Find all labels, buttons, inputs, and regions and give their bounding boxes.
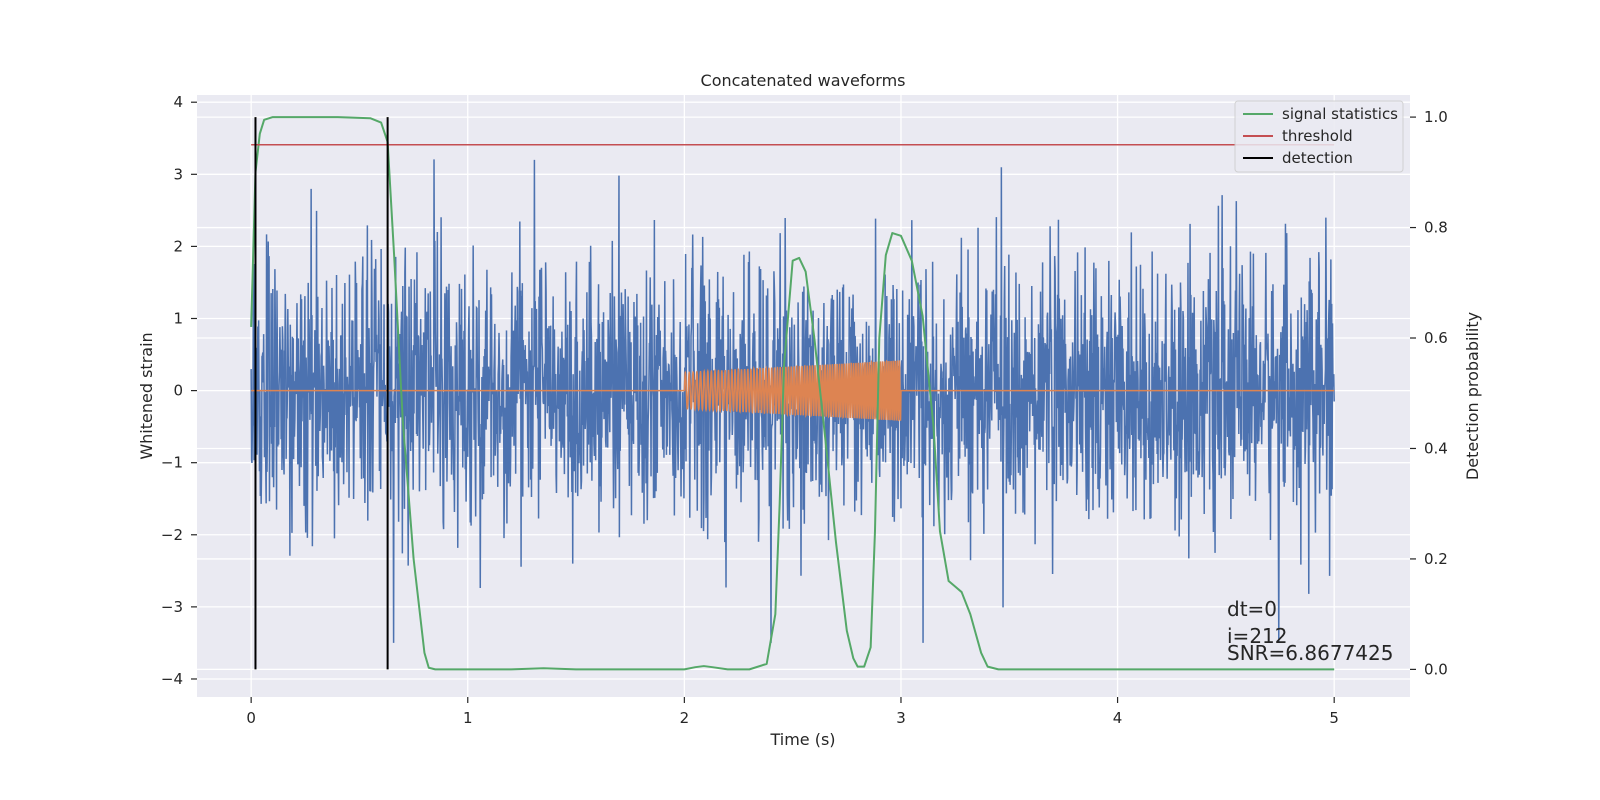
right-y-tick-label: 0.8 xyxy=(1424,219,1448,237)
annotation-index: i=212 xyxy=(1227,624,1288,648)
annotation-dt: dt=0 xyxy=(1227,597,1277,621)
y-tick-label: 1 xyxy=(173,309,183,327)
y-tick-label: 3 xyxy=(173,165,183,183)
legend-box xyxy=(1234,100,1404,173)
x-tick-label: 4 xyxy=(1113,709,1123,727)
x-axis-ticks: 0 1 2 3 4 5 xyxy=(246,697,1339,727)
x-tick-label: 3 xyxy=(896,709,906,727)
legend-label: detection xyxy=(1282,149,1353,167)
right-y-axis-label: Detection probability xyxy=(1463,312,1482,480)
legend: signal statistics threshold detection xyxy=(1234,100,1404,173)
annotation-snr: SNR=6.8677425 xyxy=(1227,641,1393,665)
y-tick-label: 0 xyxy=(173,382,183,400)
x-tick-label: 1 xyxy=(463,709,473,727)
legend-label: signal statistics xyxy=(1282,105,1398,123)
right-y-tick-label: 0.0 xyxy=(1424,660,1448,678)
y-tick-label: 4 xyxy=(173,93,183,111)
series-whitened-strain xyxy=(250,159,1335,643)
right-axis-ticks: 0.0 0.2 0.4 0.6 0.8 1.0 xyxy=(1410,108,1448,678)
y-axis-label: Whitened strain xyxy=(137,332,156,459)
x-axis-label: Time (s) xyxy=(769,730,835,749)
chart-title: Concatenated waveforms xyxy=(701,71,906,90)
y-tick-label: −1 xyxy=(161,454,183,472)
series-layer xyxy=(250,116,1335,671)
y-tick-label: 2 xyxy=(173,237,183,255)
signal-statistics-line xyxy=(250,116,1335,671)
x-tick-label: 0 xyxy=(246,709,256,727)
right-y-tick-label: 0.2 xyxy=(1424,550,1448,568)
series-template-chirp xyxy=(251,359,1335,422)
annotations: dt=0 i=212 SNR=6.8677425 xyxy=(1227,597,1393,665)
right-y-tick-label: 1.0 xyxy=(1424,108,1448,126)
legend-label: threshold xyxy=(1282,127,1353,145)
left-axis-ticks: −4 −3 −2 −1 0 1 2 3 4 xyxy=(161,93,197,688)
right-y-tick-label: 0.6 xyxy=(1424,329,1448,347)
x-tick-label: 2 xyxy=(680,709,690,727)
y-tick-label: −4 xyxy=(161,670,183,688)
y-tick-label: −3 xyxy=(161,598,183,616)
right-y-tick-label: 0.4 xyxy=(1424,439,1448,457)
y-tick-label: −2 xyxy=(161,526,183,544)
x-tick-label: 5 xyxy=(1329,709,1339,727)
